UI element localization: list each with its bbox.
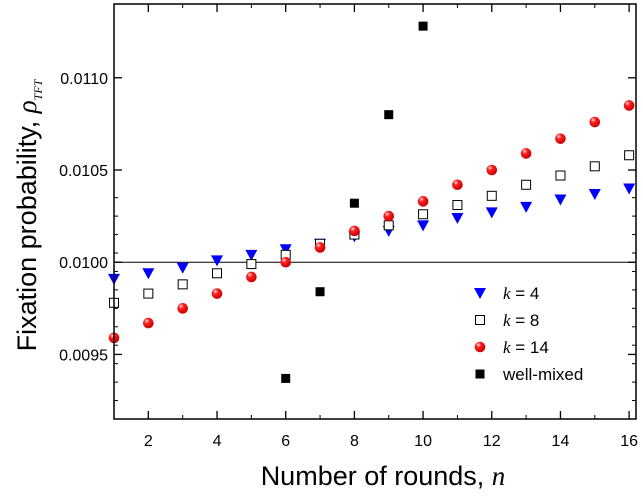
data-point xyxy=(520,201,533,213)
data-point xyxy=(418,209,429,220)
data-point xyxy=(177,303,188,314)
legend-label: well-mixed xyxy=(502,365,583,384)
data-point xyxy=(486,190,497,201)
data-point xyxy=(142,268,155,280)
data-point xyxy=(211,288,223,299)
y-axis-symbol: ρ xyxy=(12,100,42,114)
data-point xyxy=(212,268,223,279)
legend-value: = 14 xyxy=(511,338,549,357)
x-tick-label: 14 xyxy=(552,433,570,450)
legend-marker xyxy=(475,315,485,325)
data-point xyxy=(177,279,188,290)
data-point xyxy=(280,256,292,268)
data-point xyxy=(383,220,394,231)
series-2 xyxy=(108,100,635,344)
x-tick-label: 10 xyxy=(414,433,432,450)
data-point xyxy=(211,255,224,267)
legend-value: = 4 xyxy=(511,284,540,303)
data-point xyxy=(486,164,498,176)
y-axis-title-text: Fixation probability, xyxy=(12,113,42,351)
data-point xyxy=(589,161,600,172)
y-axis-title: Fixation probability, ρTFT xyxy=(12,78,45,351)
data-point xyxy=(589,116,601,128)
data-point xyxy=(452,200,463,211)
series-1 xyxy=(109,150,635,308)
data-point xyxy=(452,179,463,191)
legend-value: well-mixed xyxy=(502,365,583,384)
x-axis-title: Number of rounds, n xyxy=(261,461,506,491)
data-point xyxy=(314,242,326,253)
y-axis-subscript: TFT xyxy=(31,78,45,100)
plot-frame xyxy=(113,3,637,420)
data-point xyxy=(520,148,532,159)
axis-ticks: 2 4 6 8 10 12 14 16 0.0095 0.0100 0.0105 0.0110 xyxy=(59,4,638,450)
x-tick-label: 4 xyxy=(213,433,222,450)
legend-value: = 8 xyxy=(511,311,540,330)
series-3 xyxy=(281,21,428,383)
data-point xyxy=(315,287,325,297)
x-tick-label: 6 xyxy=(281,433,290,450)
data-point xyxy=(246,271,257,283)
data-point xyxy=(281,373,291,383)
x-tick-label: 12 xyxy=(483,433,501,450)
data-point xyxy=(246,259,257,270)
x-tick-label: 2 xyxy=(144,433,153,450)
data-point xyxy=(554,194,567,206)
data-point xyxy=(417,196,429,207)
x-tick-label: 16 xyxy=(620,433,638,450)
y-tick-label: 0.0105 xyxy=(59,163,108,180)
legend-k: k xyxy=(503,284,511,303)
data-point xyxy=(588,188,601,200)
data-point xyxy=(279,244,292,256)
data-point xyxy=(245,249,258,261)
data-point xyxy=(624,150,635,161)
x-tick-label: 8 xyxy=(350,433,359,450)
data-point xyxy=(521,179,532,190)
legend-label: k = 14 xyxy=(503,338,549,357)
legend-k: k xyxy=(503,338,511,357)
x-axis-title-text: Number of rounds, xyxy=(261,461,492,491)
legend-label: k = 8 xyxy=(503,311,539,330)
data-point xyxy=(418,21,428,31)
data-point xyxy=(143,317,154,329)
data-point xyxy=(555,170,566,181)
y-tick-label: 0.0110 xyxy=(60,71,108,88)
data-point xyxy=(417,220,430,232)
data-point xyxy=(623,100,635,111)
data-point xyxy=(383,210,395,222)
data-point xyxy=(451,212,464,224)
data-point xyxy=(349,225,360,237)
data-point xyxy=(485,207,498,219)
legend-k: k xyxy=(503,311,511,330)
legend-marker xyxy=(475,369,485,379)
data-point xyxy=(555,133,566,144)
legend-label: k = 4 xyxy=(503,284,539,303)
y-tick-label: 0.0100 xyxy=(59,255,108,272)
x-axis-symbol: n xyxy=(492,461,506,491)
legend-marker xyxy=(474,341,486,353)
legend-marker xyxy=(474,288,486,299)
data-point xyxy=(623,183,636,195)
series-0 xyxy=(108,183,636,285)
data-point xyxy=(349,198,359,208)
data-point xyxy=(176,262,189,274)
y-tick-label: 0.0095 xyxy=(59,347,108,364)
data-point xyxy=(143,288,154,299)
data-points xyxy=(108,21,636,383)
data-point xyxy=(384,110,394,120)
